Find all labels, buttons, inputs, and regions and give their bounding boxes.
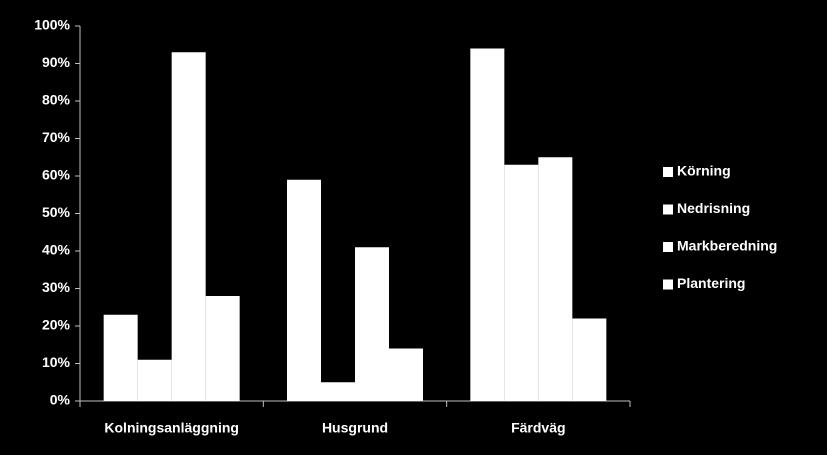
y-tick-label: 70%: [42, 129, 71, 145]
bar: [572, 318, 607, 401]
legend-label: Markberedning: [677, 238, 777, 254]
y-tick-label: 60%: [42, 167, 71, 183]
bar: [389, 348, 423, 401]
y-tick-label: 100%: [34, 17, 70, 33]
y-tick-label: 80%: [42, 92, 71, 108]
legend-label: Körning: [677, 163, 731, 179]
legend-label: Plantering: [677, 275, 745, 291]
y-tick-label: 10%: [42, 354, 71, 370]
bar: [321, 382, 355, 401]
x-tick-label: Kolningsanläggning: [104, 420, 239, 436]
legend-swatch: [663, 279, 673, 290]
y-tick-label: 30%: [42, 279, 71, 295]
y-tick-label: 20%: [42, 317, 71, 333]
bar: [538, 157, 573, 401]
legend-swatch: [663, 167, 673, 177]
x-tick-label: Husgrund: [322, 420, 388, 436]
bar: [470, 48, 505, 401]
legend-swatch: [663, 242, 673, 252]
y-tick-label: 40%: [42, 242, 71, 258]
legend-label: Nedrisning: [677, 200, 750, 216]
bar: [137, 359, 172, 401]
bar: [355, 247, 389, 401]
y-tick-label: 50%: [42, 204, 71, 220]
x-tick-label: Färdväg: [511, 420, 565, 436]
bar: [287, 179, 321, 401]
y-tick-label: 90%: [42, 54, 71, 70]
bar: [171, 52, 206, 401]
bar: [504, 164, 539, 401]
bar: [205, 296, 240, 401]
bar: [103, 314, 138, 401]
y-tick-label: 0%: [50, 392, 71, 408]
legend-swatch: [663, 204, 673, 215]
